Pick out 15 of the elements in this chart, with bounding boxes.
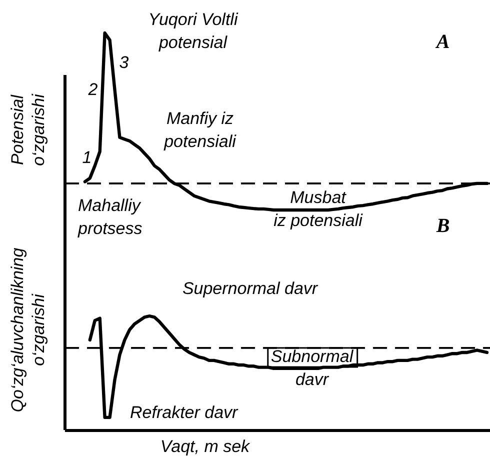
annotation: A <box>434 31 450 53</box>
text: B <box>435 215 450 237</box>
annotation: 1 <box>82 148 92 167</box>
annotation: Refrakter davr <box>130 403 240 422</box>
annotation: Subnormal davr <box>270 347 354 389</box>
annotation: Yuqori Voltli potensial <box>148 10 239 52</box>
annotation: 2 <box>87 80 98 99</box>
x-axis-title: Vaqt, m sek <box>160 437 252 456</box>
y-axis-title: Qo‘zg‘aluvchanlikning o‘zgarishi <box>8 247 48 412</box>
annotation: Musbat iz potensiali <box>274 188 364 230</box>
annotation: Mahalliy protsess <box>77 196 143 238</box>
annotation: 3 <box>119 53 130 72</box>
y-axis-title: Potensial o‘zgarishi <box>8 92 48 166</box>
text: Supernormal davr <box>182 279 319 298</box>
annotation: Manfiy iz potensiali <box>163 109 238 151</box>
